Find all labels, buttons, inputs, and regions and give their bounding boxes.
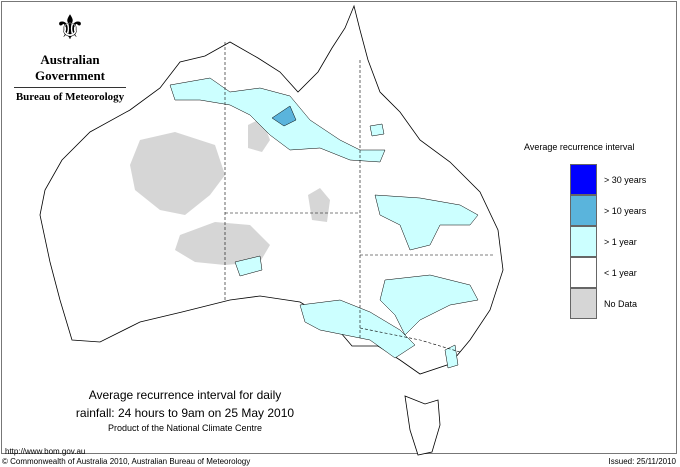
legend-title: Average recurrence interval — [524, 142, 635, 152]
legend-swatch-no-data — [570, 288, 597, 319]
over-1-year-region — [234, 255, 263, 277]
over-1-year-region — [379, 274, 479, 336]
no-data-region — [175, 222, 270, 265]
state-borders — [224, 42, 495, 353]
legend-label: > 30 years — [604, 175, 647, 185]
legend-label: > 1 year — [604, 237, 637, 247]
no-data-region — [308, 188, 330, 222]
caption-line-2: rainfall: 24 hours to 9am on 25 May 2010 — [75, 406, 295, 420]
tasmania-outline — [404, 395, 441, 456]
over-10-years-region — [271, 105, 297, 127]
no-data-region — [130, 132, 225, 215]
map-frame — [1, 1, 677, 454]
legend-label: > 10 years — [604, 206, 647, 216]
legend-swatch-over-1 — [570, 226, 597, 257]
caption-line-3: Product of the National Climate Centre — [107, 423, 263, 433]
no-data-regions — [130, 118, 330, 265]
copyright: © Commonwealth of Australia 2010, Austra… — [2, 457, 251, 466]
over-1-year-region — [369, 123, 385, 137]
caption-line-1: Average recurrence interval for daily — [88, 388, 282, 402]
bom-logo: ⚜ Australian Government Bureau of Meteor… — [8, 8, 132, 103]
bom-url-link[interactable]: http://www.bom.gov.au — [5, 447, 86, 456]
government-name: Australian Government — [34, 52, 106, 83]
legend-swatch-over-10 — [570, 195, 597, 226]
legend-swatch-under-1 — [570, 257, 597, 288]
bureau-name: Bureau of Meteorology — [14, 87, 126, 103]
issued-date: Issued: 25/11/2010 — [608, 457, 676, 466]
legend-label: No Data — [604, 299, 638, 309]
over-1-year-region — [374, 194, 479, 251]
coat-of-arms-icon: ⚜ — [54, 9, 86, 47]
over-1-year-region — [444, 344, 459, 369]
legend-label: < 1 year — [604, 268, 637, 278]
legend-swatch-over-30 — [570, 164, 597, 195]
